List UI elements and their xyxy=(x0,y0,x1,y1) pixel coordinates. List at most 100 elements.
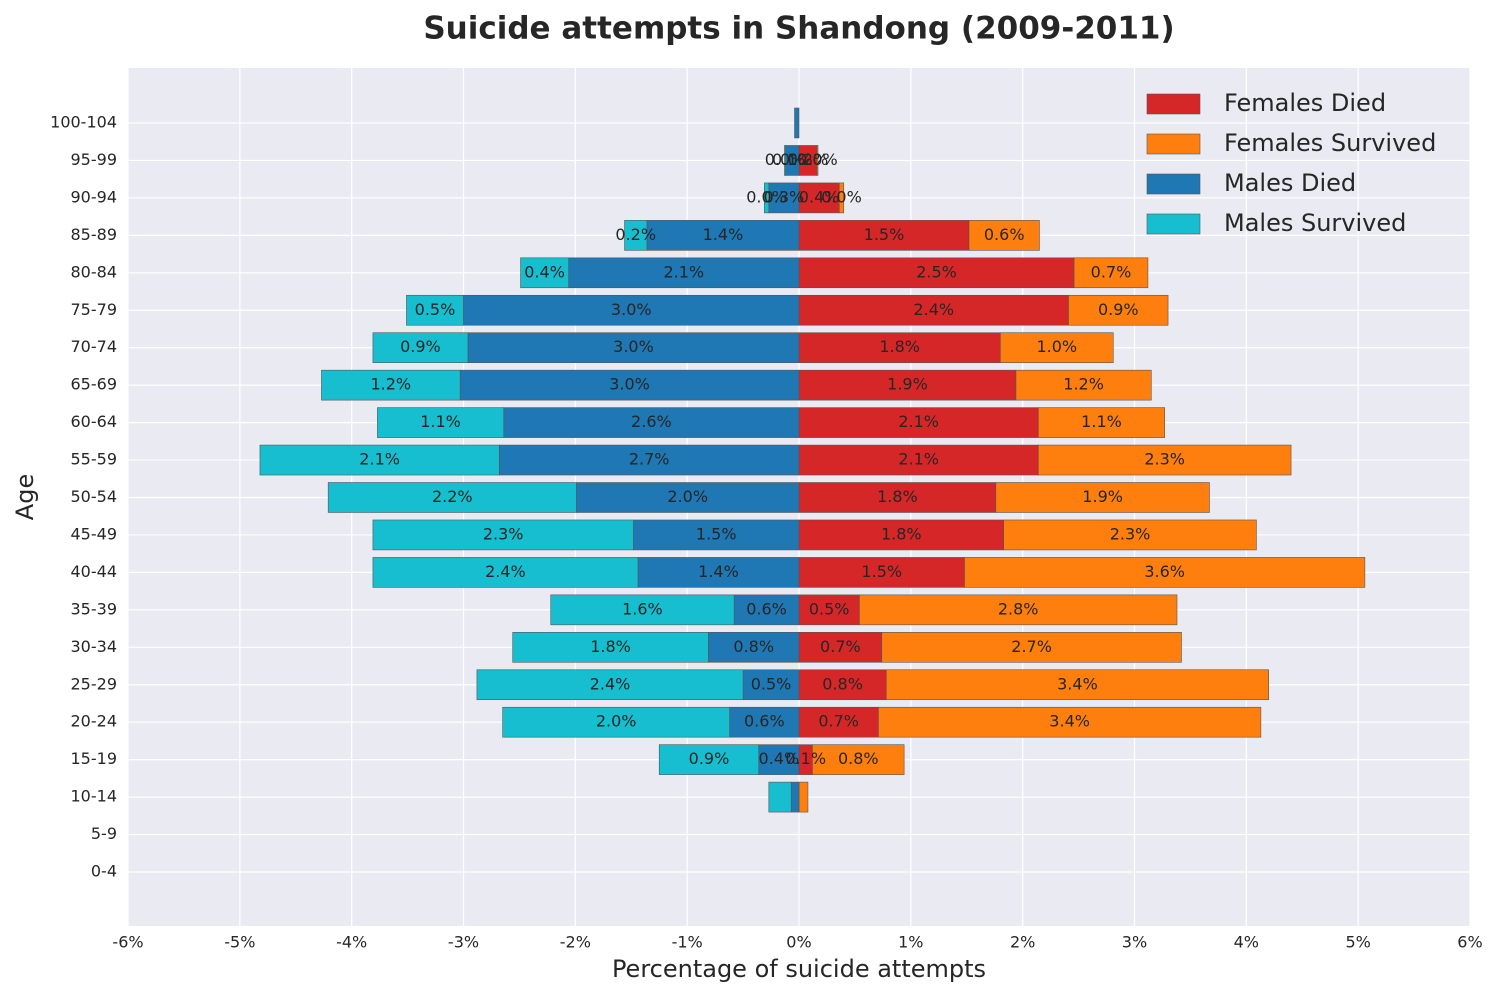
bar xyxy=(798,669,887,701)
y-tick-label: 100-104 xyxy=(50,113,117,132)
bar xyxy=(790,781,800,813)
x-tick-label: 5% xyxy=(1345,933,1370,952)
bar xyxy=(459,369,800,401)
value-label: 0.7% xyxy=(820,637,861,656)
value-label: 0.0% xyxy=(821,187,862,206)
value-label: 0.0% xyxy=(797,150,838,169)
bar xyxy=(1015,369,1152,401)
value-label: 1.9% xyxy=(887,375,928,394)
bar xyxy=(733,594,800,626)
legend-swatch xyxy=(1146,133,1201,155)
bar xyxy=(798,369,1017,401)
value-label: 2.0% xyxy=(667,487,708,506)
bar xyxy=(568,257,800,289)
value-label: 3.0% xyxy=(613,337,654,356)
value-label: 0.6% xyxy=(746,599,787,618)
legend-swatch xyxy=(1146,213,1201,235)
x-tick-label: -3% xyxy=(448,933,479,952)
y-tick-label: 60-64 xyxy=(71,412,118,431)
bar xyxy=(798,781,809,813)
value-label: 3.0% xyxy=(609,375,650,394)
bar xyxy=(372,519,634,551)
bar xyxy=(708,632,800,663)
value-label: 1.5% xyxy=(696,524,737,543)
y-tick-label: 75-79 xyxy=(71,300,118,319)
bar xyxy=(768,182,800,214)
bar xyxy=(798,332,1001,363)
y-tick-label: 85-89 xyxy=(71,225,118,244)
y-tick-label: 40-44 xyxy=(71,562,118,581)
bar xyxy=(502,706,730,738)
x-tick-label: 4% xyxy=(1234,933,1259,952)
value-label: 3.0% xyxy=(611,300,652,319)
bar xyxy=(784,145,786,176)
value-label: 0.5% xyxy=(415,300,456,319)
value-label: 1.4% xyxy=(698,562,739,581)
y-tick-label: 0-4 xyxy=(91,862,117,881)
value-label: 3.4% xyxy=(1057,674,1098,693)
bar xyxy=(1073,257,1149,289)
value-label: 0.8% xyxy=(733,637,774,656)
bar xyxy=(812,744,905,775)
bar xyxy=(550,594,735,626)
chart-title: Suicide attempts in Shandong (2009-2011) xyxy=(423,11,1174,47)
value-label: 1.5% xyxy=(861,562,902,581)
bar xyxy=(798,482,997,513)
bar xyxy=(503,407,800,438)
bar xyxy=(816,145,819,176)
bar xyxy=(576,482,800,513)
value-label: 2.4% xyxy=(485,562,526,581)
value-label: 0.4% xyxy=(799,187,840,206)
x-tick-label: 3% xyxy=(1122,933,1147,952)
bar xyxy=(259,444,500,476)
x-tick-label: -2% xyxy=(560,933,591,952)
x-tick-label: -6% xyxy=(112,933,143,952)
value-label: 1.4% xyxy=(703,225,744,244)
bar xyxy=(729,706,800,738)
bar xyxy=(878,706,1262,738)
bar xyxy=(463,294,800,326)
bar xyxy=(798,220,970,251)
value-label: 1.2% xyxy=(1063,375,1104,394)
value-label: 0.3% xyxy=(764,187,805,206)
bar xyxy=(964,557,1366,588)
value-label: 3.6% xyxy=(1144,562,1185,581)
value-label: 0.1% xyxy=(785,749,826,768)
value-label: 0.7% xyxy=(1091,262,1132,281)
value-label: 3.4% xyxy=(1049,712,1090,731)
value-label: 0.8% xyxy=(838,749,879,768)
y-tick-label: 65-69 xyxy=(71,375,118,394)
value-label: 2.3% xyxy=(483,524,524,543)
bar xyxy=(798,444,1039,476)
bar xyxy=(377,407,505,438)
value-label: 2.0% xyxy=(596,712,637,731)
bar xyxy=(768,781,792,813)
bar xyxy=(742,669,800,701)
value-label: 1.2% xyxy=(370,375,411,394)
value-label: 1.9% xyxy=(1082,487,1123,506)
value-label: 0.0% xyxy=(765,150,806,169)
bar xyxy=(321,369,461,401)
value-label: 0.4% xyxy=(524,262,565,281)
value-label: 2.8% xyxy=(998,599,1039,618)
bar xyxy=(758,744,800,775)
x-tick-label: -5% xyxy=(224,933,255,952)
bar xyxy=(968,220,1040,251)
value-label: 2.2% xyxy=(432,487,473,506)
bar xyxy=(798,407,1039,438)
y-tick-label: 10-14 xyxy=(71,787,118,806)
y-tick-label: 55-59 xyxy=(71,450,118,469)
value-label: 1.8% xyxy=(590,637,631,656)
bar xyxy=(995,482,1210,513)
bar xyxy=(512,632,709,663)
bar xyxy=(999,332,1114,363)
y-tick-label: 15-19 xyxy=(71,749,118,768)
bar xyxy=(658,744,760,775)
y-tick-label: 80-84 xyxy=(71,262,118,281)
value-label: 0.6% xyxy=(744,712,785,731)
value-label: 2.4% xyxy=(590,674,631,693)
value-label: 1.5% xyxy=(864,225,905,244)
bar xyxy=(1068,294,1169,326)
bar xyxy=(372,332,469,363)
